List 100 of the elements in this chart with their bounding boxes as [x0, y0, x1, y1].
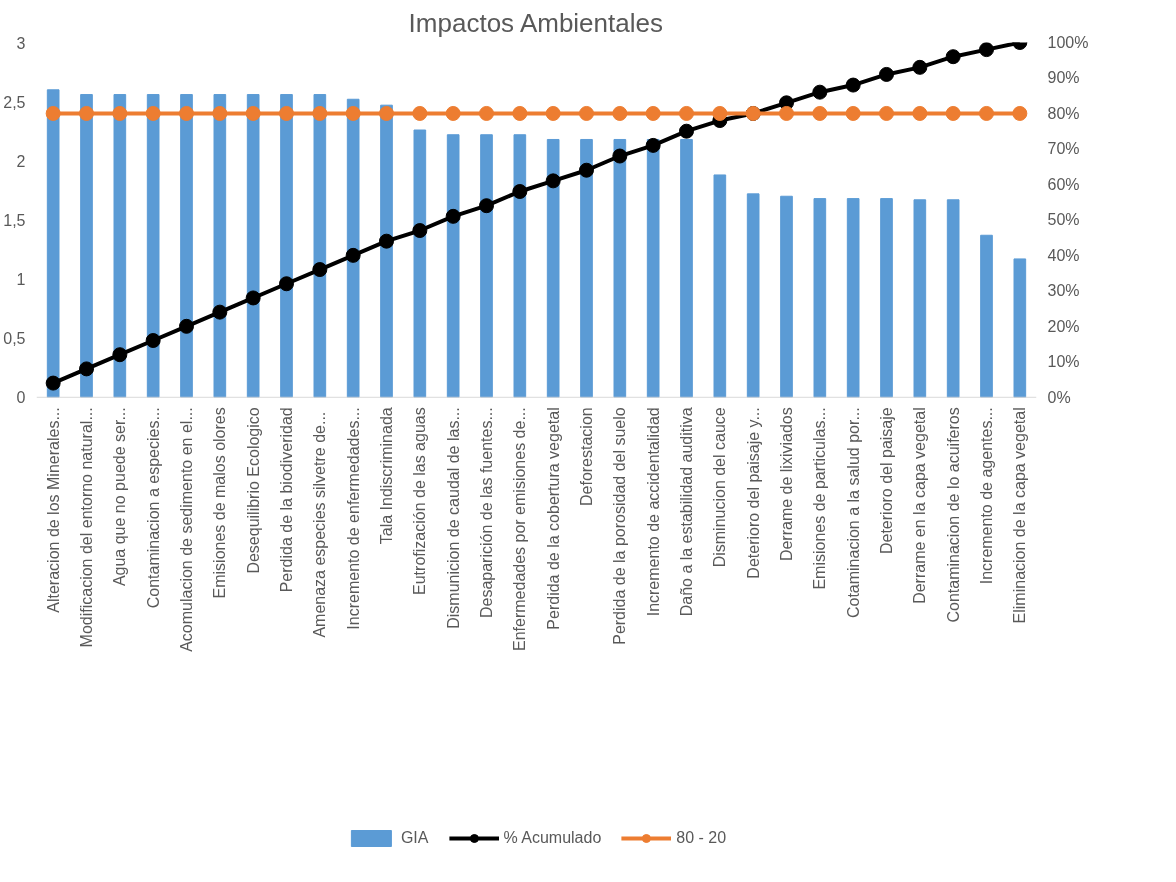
x-tick-label: Acomulacion de sedimento en el...	[178, 407, 195, 652]
point	[112, 105, 128, 121]
x-tick-label: Contaminacion de lo acuiferos	[944, 407, 962, 623]
x-tick-label: Deterioro del paisaje	[878, 407, 895, 555]
point	[545, 105, 561, 121]
point	[212, 304, 228, 320]
bar	[246, 94, 260, 398]
point	[245, 290, 261, 306]
point	[812, 105, 828, 121]
point	[979, 42, 994, 58]
point	[945, 49, 961, 65]
point	[912, 59, 928, 75]
legend-label: GIA	[400, 829, 429, 847]
point	[279, 105, 294, 121]
point	[945, 105, 961, 121]
bar	[380, 104, 393, 398]
x-tick-label: Daño a la estabilidad auditiva	[678, 407, 695, 617]
bar	[480, 134, 493, 398]
bar	[813, 198, 827, 398]
y2-tick-label: 20%	[1047, 317, 1080, 335]
point	[412, 223, 428, 239]
chart-title: Impactos Ambientales	[408, 7, 663, 38]
x-tick-label: Incremento de enfermedades...	[344, 407, 362, 630]
bar	[146, 94, 160, 398]
point	[979, 105, 994, 121]
bar	[846, 198, 860, 398]
point	[145, 333, 161, 348]
bar	[913, 199, 927, 398]
point	[245, 105, 261, 121]
y2-tick-label: 30%	[1047, 282, 1080, 300]
bar	[113, 94, 127, 398]
point	[845, 77, 861, 93]
point	[779, 105, 794, 121]
bar	[780, 195, 793, 398]
point	[479, 105, 494, 121]
bar	[746, 193, 760, 398]
x-tick-label: Perdida de la biodiveridad	[278, 407, 295, 593]
y2-tick-label: 10%	[1047, 353, 1080, 371]
bar	[946, 199, 960, 398]
point	[212, 105, 228, 121]
point	[845, 105, 861, 121]
x-tick-label: Emisiones de malos olores	[211, 407, 229, 599]
point	[445, 208, 461, 224]
point	[812, 84, 828, 100]
y-tick-label: 0	[16, 389, 26, 407]
x-tick-label: Agua que no puede ser...	[111, 407, 129, 587]
x-tick-label: Eutrofización de las aguas	[411, 407, 429, 595]
point	[412, 105, 428, 121]
bar	[646, 138, 660, 398]
y-tick-label: 2,5	[3, 93, 26, 111]
y2-tick-label: 100%	[1047, 34, 1089, 51]
point	[379, 105, 394, 121]
point	[445, 105, 461, 121]
y-tick-label: 1	[16, 271, 26, 289]
x-tick-label: Alteracion de los Minerales...	[44, 407, 62, 613]
bar	[980, 234, 993, 398]
bar	[313, 94, 327, 398]
point	[479, 198, 494, 214]
point	[312, 262, 328, 278]
point	[612, 105, 628, 121]
x-tick-label: Disminucion del cauce	[711, 407, 729, 568]
bar	[1013, 258, 1027, 398]
bar	[713, 174, 727, 398]
point	[379, 233, 394, 249]
bar	[613, 138, 627, 398]
y2-tick-label: 40%	[1047, 246, 1080, 264]
y2-tick-label: 60%	[1047, 175, 1080, 193]
x-tick-label: Desequilibrio Ecologico	[244, 407, 262, 574]
point	[579, 105, 594, 121]
point	[645, 105, 661, 121]
x-tick-label: Derrame de lixiviados	[778, 407, 795, 562]
point	[512, 105, 528, 121]
point	[1012, 105, 1028, 121]
x-tick-label: Eliminacion de la capa vegetal	[1011, 407, 1029, 624]
bar	[580, 138, 593, 398]
point	[879, 105, 894, 121]
bar	[413, 129, 427, 398]
point	[279, 276, 294, 292]
x-tick-label: Derrame en la capa vegetal	[911, 407, 929, 604]
x-tick-label: Cotaminacion a la salud por...	[844, 407, 862, 619]
x-tick-label: Deforestacion	[578, 407, 595, 506]
x-tick-label: Perdida de la porosidad del suelo	[611, 407, 629, 645]
point	[79, 361, 94, 377]
y2-tick-label: 0%	[1047, 388, 1071, 406]
x-tick-label: Dismunicion de caudal de las...	[444, 407, 462, 629]
bar	[80, 94, 93, 398]
x-tick-label: Enfermedades por emisiones de...	[511, 407, 529, 651]
y2-tick-label: 50%	[1047, 211, 1080, 229]
x-tick-label: Contaminacion a especies...	[144, 407, 162, 609]
y-tick-label: 1,5	[3, 211, 26, 229]
y-tick-label: 2	[16, 152, 26, 170]
point	[879, 66, 894, 82]
point	[179, 105, 194, 121]
point	[645, 137, 661, 153]
x-tick-label: Incremento de accidentalidad	[644, 407, 662, 617]
point	[179, 318, 194, 334]
y2-tick-label: 70%	[1047, 140, 1080, 158]
point	[145, 105, 161, 121]
point	[612, 148, 628, 164]
point	[545, 173, 561, 189]
